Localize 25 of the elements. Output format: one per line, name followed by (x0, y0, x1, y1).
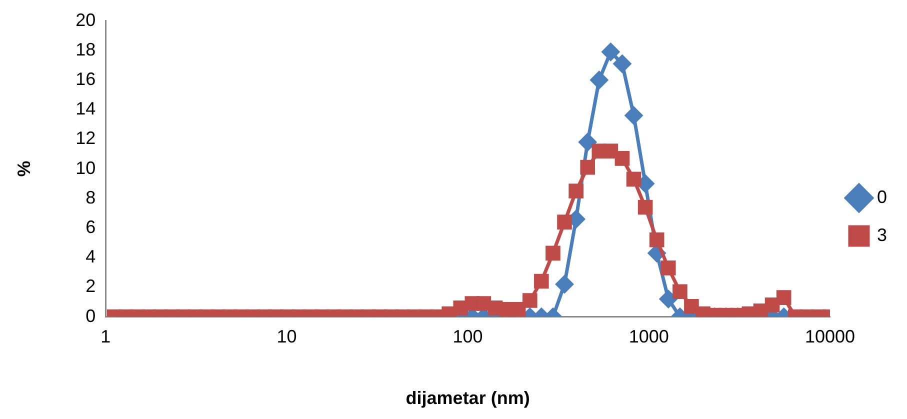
x-axis-title: dijametar (nm) (406, 388, 530, 408)
y-tick-label: 16 (76, 68, 96, 89)
point (625, 106, 643, 124)
y-tick-label: 8 (86, 187, 96, 208)
y-tick-label: 6 (86, 216, 96, 237)
y-tick-label: 18 (76, 39, 96, 60)
y-tick-label: 4 (86, 246, 96, 267)
x-tick-label: 10000 (804, 326, 856, 347)
point (602, 43, 620, 61)
point (578, 133, 596, 151)
legend-label: 0 (876, 186, 888, 207)
x-tick-label: 1000 (628, 326, 669, 347)
y-tick-label: 2 (86, 276, 96, 296)
x-tick-label: 100 (452, 326, 483, 347)
legend-label: 3 (876, 224, 888, 245)
x-tick-label: 10 (276, 326, 297, 347)
y-tick-label: 14 (76, 98, 96, 119)
y-tick-label: 12 (76, 128, 96, 148)
y-tick-label: 0 (86, 306, 96, 326)
point (613, 54, 631, 72)
y-axis-title: % (14, 160, 34, 177)
point (590, 71, 608, 89)
y-tick-label: 10 (76, 158, 96, 178)
y-tick-label: 20 (76, 10, 96, 30)
x-tick-label: 1 (100, 326, 111, 347)
